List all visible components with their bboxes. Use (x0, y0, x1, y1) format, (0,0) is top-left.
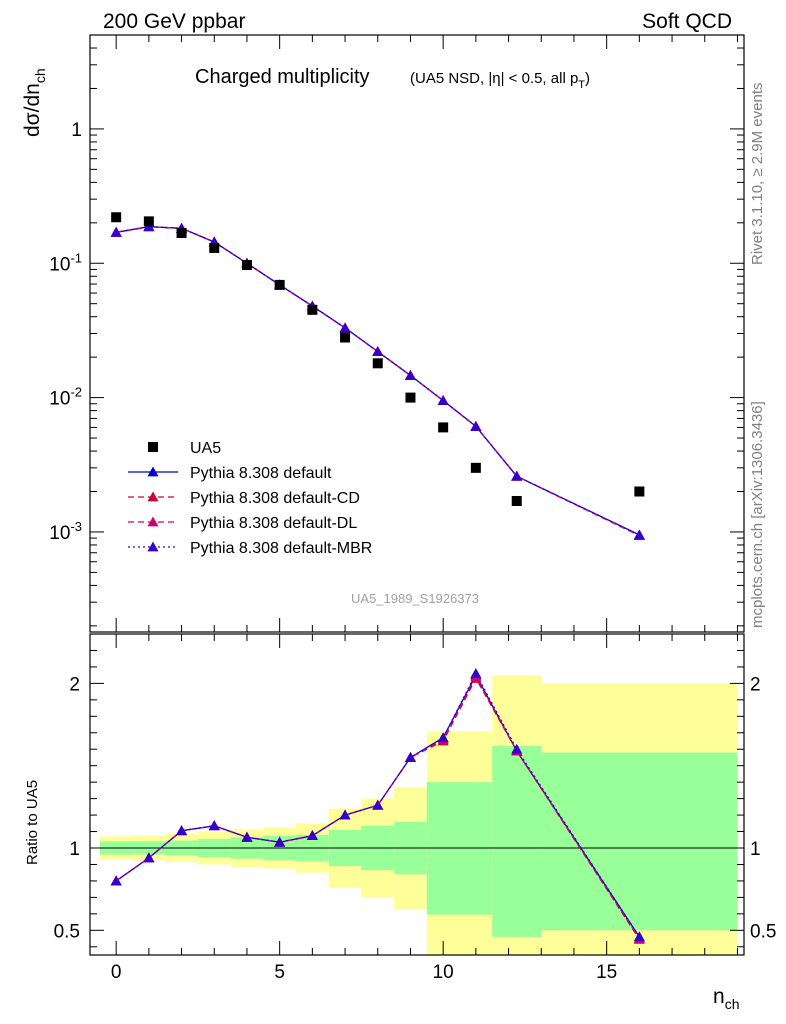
legend: UA5 Pythia 8.308 default Pythia 8.308 defa… (128, 440, 372, 557)
data-point-marker (111, 212, 122, 223)
ratio-series-marker (110, 875, 122, 886)
ratio-uncertainty-bands (99, 675, 738, 955)
legend-label: Pythia 8.308 default (190, 465, 332, 482)
ratio-y-tick-label-left: 0.5 (54, 921, 80, 942)
data-point-marker (274, 279, 285, 290)
ratio-series-marker (143, 852, 155, 863)
main-series-marker (372, 346, 384, 356)
legend-marker-triangle (147, 491, 159, 502)
main-y-tick-label: 10-3 (49, 519, 82, 544)
chart-title: Charged multiplicity (195, 66, 370, 88)
data-point-marker (372, 358, 383, 369)
axis-ticks (90, 34, 744, 955)
data-point-marker (176, 227, 187, 238)
ratio-series-marker (208, 820, 220, 831)
ratio-xlabel-text: n (713, 985, 725, 1008)
ratio-series-marker (404, 751, 416, 762)
header-left: 200 GeV ppbar (103, 10, 245, 33)
main-ylabel-text: dσ/dn (21, 83, 44, 137)
data-point-marker (634, 486, 645, 497)
ratio-y-tick-label-right: 2 (750, 674, 761, 695)
ratio-series-marker (176, 825, 188, 836)
tick-base: 10 (49, 254, 70, 275)
main-y-tick-label: 10-2 (49, 385, 82, 410)
legend-label: UA5 (190, 440, 221, 457)
tick-base: 10 (49, 389, 70, 410)
main-plot-frame (89, 34, 745, 633)
tick-exponent: -3 (70, 519, 82, 534)
ratio-inner-band-bin (492, 745, 542, 937)
main-series-line (116, 226, 640, 536)
data-point-marker (438, 422, 449, 433)
ratio-series-marker (241, 831, 253, 842)
legend-marker-triangle (147, 516, 159, 527)
main-series-line (116, 226, 640, 536)
header-right: Soft QCD (642, 10, 732, 33)
series-lines (115, 226, 640, 940)
ratio-series-marker (437, 732, 449, 743)
main-series-marker (339, 322, 351, 333)
data-point-marker (241, 260, 252, 271)
data-point-marker (470, 462, 481, 473)
main-series-marker (404, 370, 416, 380)
ratio-series-line (115, 672, 640, 938)
main-series-marker (470, 420, 482, 431)
ratio-y-tick-label-left: 2 (69, 674, 80, 695)
data-point-marker (511, 495, 522, 506)
tick-exponent: -2 (70, 385, 82, 400)
main-ylabel-subscript: ch (32, 68, 48, 83)
main-series-marker (110, 226, 122, 237)
chart-subtitle-subscript: T (578, 79, 585, 91)
ratio-ylabel: Ratio to UA5 (24, 780, 41, 865)
ratio-series-marker (511, 743, 523, 754)
ratio-series-marker (306, 830, 318, 841)
ratio-series-marker (470, 668, 482, 678)
series-markers (110, 212, 645, 944)
main-series-marker (633, 529, 645, 540)
ratio-xlabel-subscript: ch (725, 996, 740, 1012)
main-ylabel: dσ/dnch (21, 68, 48, 137)
ratio-series-marker (274, 836, 286, 847)
data-point-marker (209, 242, 220, 253)
legend-marker-triangle (147, 541, 159, 552)
main-series-marker (437, 395, 449, 405)
main-y-tick-label: 10-1 (49, 250, 82, 275)
data-point-marker (340, 332, 351, 343)
chart-subtitle-close: ) (585, 70, 590, 87)
data-point-marker (143, 216, 154, 227)
ratio-plot-frame (89, 633, 745, 956)
main-y-tick-label: 1 (71, 120, 82, 141)
rivet-label: Rivet 3.1.10, ≥ 2.9M events (749, 83, 766, 266)
legend-marker-triangle (147, 466, 159, 477)
legend-label: Pythia 8.308 default-DL (190, 515, 357, 532)
chart-subtitle-text: (UA5 NSD, |η| < 0.5, all p (410, 70, 578, 87)
main-series-marker (511, 470, 523, 481)
ratio-y-tick-label-right: 0.5 (750, 921, 776, 942)
tick-exponent: -1 (70, 250, 82, 265)
chart-subtitle: (UA5 NSD, |η| < 0.5, all pT) (410, 70, 590, 91)
ratio-y-tick-label-right: 1 (750, 839, 761, 860)
ratio-series-marker (339, 809, 351, 820)
ratio-xlabel: nch (713, 985, 739, 1012)
legend-label: Pythia 8.308 default-MBR (190, 540, 372, 557)
ratio-series-marker (633, 931, 645, 942)
x-tick-label: 5 (274, 962, 285, 983)
data-point-marker (307, 304, 318, 315)
ratio-series-marker (372, 799, 384, 810)
data-point-marker (405, 392, 416, 403)
legend-marker-data (148, 442, 158, 452)
tick-base: 10 (49, 523, 70, 544)
x-tick-label: 0 (111, 962, 122, 983)
ratio-inner-band-bin (541, 752, 738, 931)
x-tick-label: 15 (596, 962, 617, 983)
mcplots-label: mcplots.cern.ch [arXiv:1306.3436] (749, 401, 766, 628)
ratio-y-tick-label-left: 1 (69, 839, 80, 860)
x-tick-label: 10 (433, 962, 454, 983)
legend-label: Pythia 8.308 default-CD (190, 490, 360, 507)
analysis-label: UA5_1989_S1926373 (351, 591, 479, 606)
